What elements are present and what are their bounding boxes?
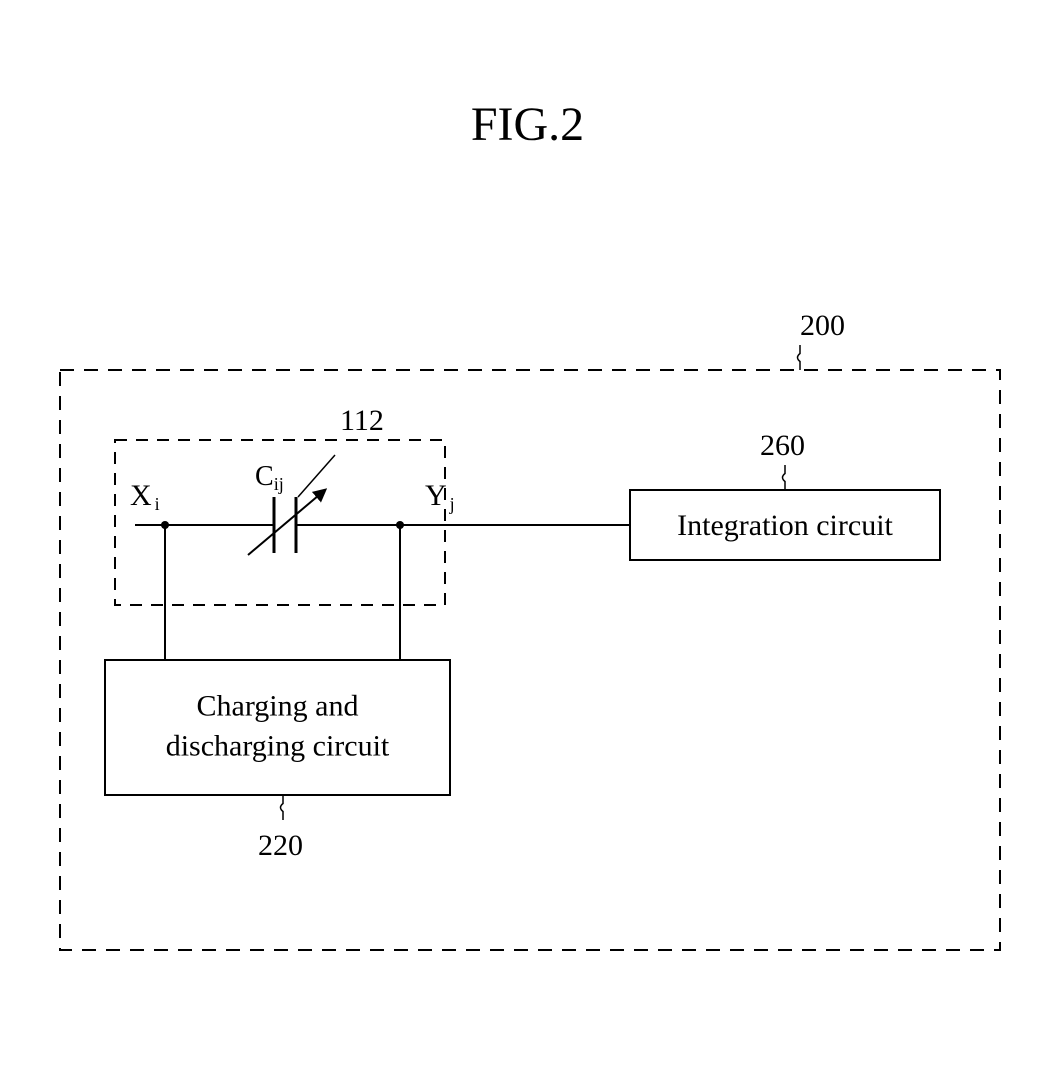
- charging-block-label-2: discharging circuit: [166, 730, 390, 763]
- figure-title: FIG.2: [471, 98, 584, 151]
- node-label-y: Yj: [425, 479, 455, 514]
- ref-260-tick: [783, 465, 786, 490]
- ref-200-tick: [798, 345, 801, 370]
- charging-block: [105, 660, 450, 795]
- wire-node-1: [396, 521, 404, 529]
- capacitor-label: Cij: [255, 461, 284, 494]
- ref-200: 200: [800, 309, 845, 342]
- leader-112: [298, 455, 335, 497]
- capacitor-variable-arrow: [248, 490, 325, 555]
- node-label-x: Xi: [130, 479, 160, 514]
- charging-block-label-1: Charging and: [197, 690, 359, 723]
- ref-220-tick: [281, 795, 284, 820]
- ref-112: 112: [340, 404, 384, 437]
- integration-block-label: Integration circuit: [677, 509, 893, 542]
- ref-220: 220: [258, 829, 303, 862]
- wire-node-0: [161, 521, 169, 529]
- ref-260: 260: [760, 429, 805, 462]
